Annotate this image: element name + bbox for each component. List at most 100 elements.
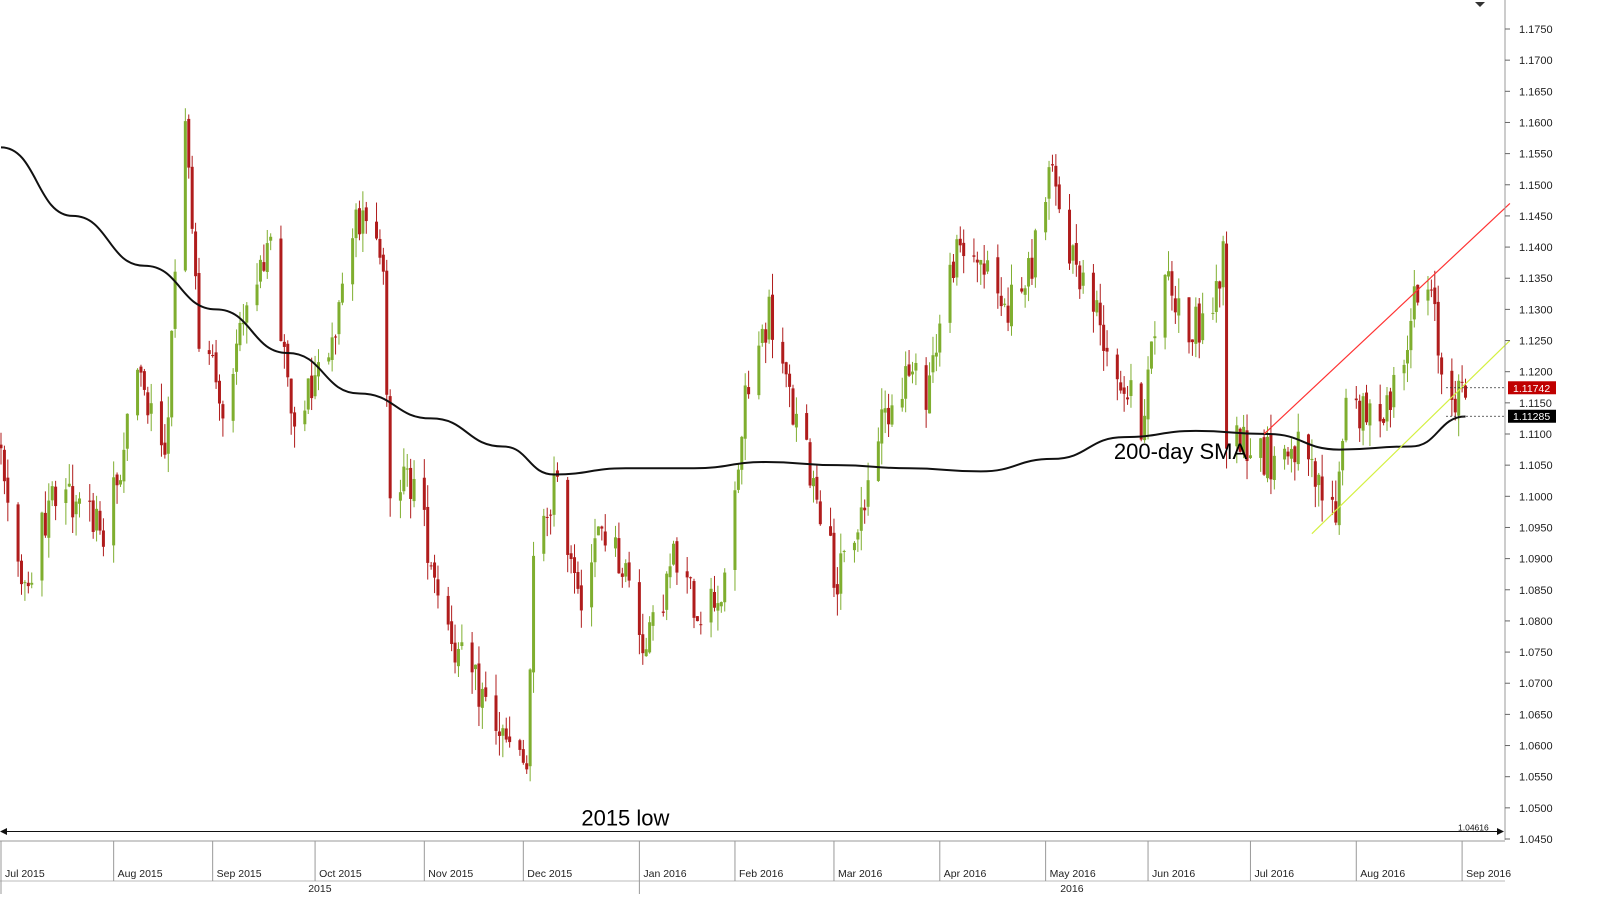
candle-up: [1211, 312, 1215, 314]
candle-down: [409, 467, 413, 499]
candle-up: [1457, 380, 1461, 416]
candle-up: [811, 478, 815, 487]
candle-up: [327, 357, 331, 362]
candle-down: [217, 380, 221, 404]
candle-down: [1050, 164, 1054, 166]
candle-down: [999, 295, 1003, 307]
candle-up: [398, 492, 402, 501]
candle-up: [668, 566, 672, 578]
candle-down: [1436, 301, 1440, 356]
x-month-label: Sep 2016: [1466, 868, 1511, 880]
candle-down: [962, 242, 966, 257]
candle-up: [1167, 271, 1171, 277]
candle-down: [689, 577, 693, 579]
collapse-arrow-icon[interactable]: [1475, 2, 1485, 7]
candle-down: [566, 479, 570, 555]
candle-down: [1269, 433, 1273, 480]
candle-up: [552, 473, 556, 515]
candle-up: [928, 375, 932, 414]
candle-down: [1388, 391, 1392, 410]
candle-down: [1382, 418, 1386, 423]
candle-up: [866, 480, 870, 507]
candle-down: [1102, 324, 1106, 351]
candle-down: [1122, 387, 1126, 394]
left-arrow-icon: [0, 828, 7, 836]
candle-up: [716, 603, 720, 611]
lines-layer: [0, 146, 1511, 836]
candle-down: [426, 506, 430, 563]
candle-down: [450, 621, 454, 644]
y-tick-label: 1.1750: [1519, 24, 1553, 36]
candle-up: [330, 337, 334, 360]
candle-up: [1081, 272, 1085, 286]
x-year-label: 2016: [1060, 883, 1084, 894]
candle-down: [101, 530, 105, 547]
candle-down: [805, 413, 809, 440]
candle-down: [699, 624, 703, 626]
candle-down: [791, 388, 795, 425]
candle-up: [183, 121, 187, 271]
candle-down: [378, 238, 382, 258]
candle-down: [1173, 298, 1177, 313]
candle-down: [388, 396, 392, 499]
candle-up: [1214, 281, 1218, 313]
candle-up: [1402, 364, 1406, 374]
candle-down: [549, 514, 553, 516]
y-tick-label: 1.1450: [1519, 211, 1553, 223]
y-tick-label: 1.0850: [1519, 585, 1553, 597]
candle-up: [1201, 313, 1205, 341]
candle-up: [883, 408, 887, 413]
candle-down: [863, 507, 867, 511]
candle-up: [460, 642, 464, 646]
candle-up: [1361, 396, 1365, 431]
candle-up: [456, 648, 460, 667]
low-reference-label: 1.04616: [1458, 823, 1489, 833]
y-tick-label: 1.1200: [1519, 367, 1553, 379]
candle-up: [501, 728, 505, 736]
candle-up: [1044, 201, 1048, 233]
candle-down: [781, 341, 785, 364]
candle-down: [477, 663, 481, 707]
candle-up: [914, 362, 918, 371]
candle-up: [337, 302, 341, 335]
candle-down: [310, 375, 314, 399]
x-month-label: Aug 2015: [118, 868, 163, 880]
candle-down: [1450, 370, 1454, 400]
candle-up: [856, 532, 860, 540]
candle-up: [938, 323, 942, 353]
candle-down: [1262, 437, 1266, 475]
candle-up: [651, 612, 655, 626]
candle-down: [907, 364, 911, 376]
x-month-label: Jul 2016: [1254, 868, 1294, 880]
candle-up: [313, 375, 317, 397]
candle-down: [1330, 496, 1334, 500]
candle-up: [480, 688, 484, 708]
candle-up: [613, 537, 617, 549]
candle-down: [1197, 303, 1201, 343]
candle-down: [146, 392, 150, 416]
candle-down: [436, 579, 440, 596]
candle-down: [2, 449, 6, 482]
y-tick-label: 1.0900: [1519, 554, 1553, 566]
candle-down: [422, 477, 426, 510]
candle-up: [1272, 455, 1276, 480]
x-month-label: Jun 2016: [1152, 868, 1195, 880]
candle-up: [1027, 258, 1031, 287]
candle-up: [1289, 448, 1293, 459]
candle-up: [1337, 471, 1341, 526]
candle-up: [1009, 284, 1013, 327]
candle-up: [136, 369, 140, 416]
candle-down: [1378, 404, 1382, 422]
candle-up: [644, 649, 648, 657]
candle-up: [931, 355, 935, 373]
y-tick-label: 1.1300: [1519, 304, 1553, 316]
candle-down: [26, 582, 30, 587]
x-month-label: May 2016: [1050, 868, 1096, 880]
candle-up: [880, 409, 884, 444]
candle-up: [1129, 380, 1133, 396]
x-month-label: Mar 2016: [838, 868, 883, 880]
candle-down: [1460, 381, 1464, 383]
candle-down: [54, 486, 58, 507]
candle-down: [139, 366, 143, 373]
